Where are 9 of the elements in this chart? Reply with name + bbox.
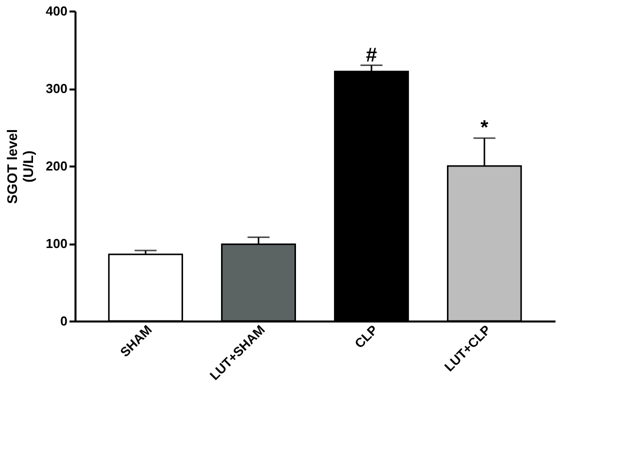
y-tick-label: 300 — [46, 81, 68, 96]
y-tick-label: 0 — [60, 314, 68, 328]
y-tick-label: 100 — [46, 236, 68, 251]
x-tick-label: CLP — [352, 322, 381, 352]
y-tick-label: 200 — [46, 158, 68, 174]
y-axis-title: SGOT level (U/L) — [4, 129, 36, 204]
annotation: # — [366, 44, 378, 66]
y-tick-label: 400 — [46, 4, 68, 18]
annotation: * — [480, 117, 489, 140]
